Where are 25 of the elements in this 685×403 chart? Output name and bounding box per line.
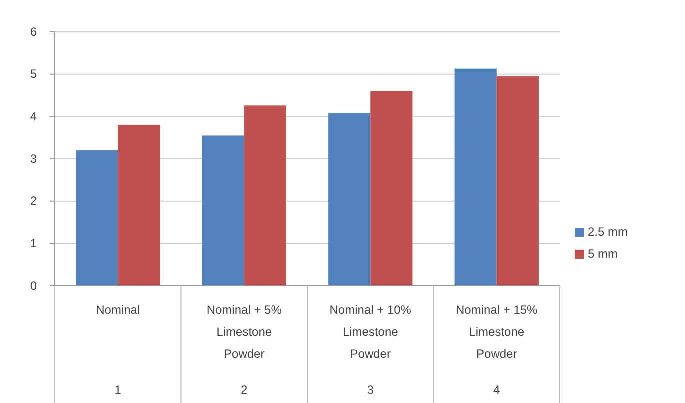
bar — [496, 76, 539, 286]
legend-label: 2.5 mm — [588, 225, 628, 239]
legend-label: 5 mm — [588, 247, 618, 261]
x-tick-label: Nominal — [96, 303, 140, 317]
bar — [244, 106, 286, 286]
y-tick-label: 2 — [30, 194, 38, 208]
y-tick-label: 1 — [30, 236, 38, 251]
y-tick-label: 6 — [30, 24, 38, 39]
bar — [202, 136, 244, 286]
text: 1 — [114, 383, 122, 397]
x-tick-label: Nominal + 15% Limestone Powder — [456, 303, 538, 361]
y-tick-label: 3 — [30, 152, 38, 166]
bar — [328, 113, 371, 286]
text: 4 — [494, 383, 501, 397]
bar — [118, 125, 160, 286]
x-tick-label: Nominal + 5% Limestone Powder — [206, 303, 282, 361]
y-tick-label: 0 — [30, 278, 38, 293]
text: 2 — [241, 383, 248, 397]
y-tick-label: 4 — [30, 110, 38, 124]
bar — [76, 150, 118, 286]
bar — [370, 91, 413, 286]
y-tick-label: 5 — [30, 67, 38, 82]
bar — [454, 68, 497, 286]
x-tick-label: Nominal + 10% Limestone Powder — [330, 303, 412, 361]
text: 3 — [367, 383, 374, 397]
